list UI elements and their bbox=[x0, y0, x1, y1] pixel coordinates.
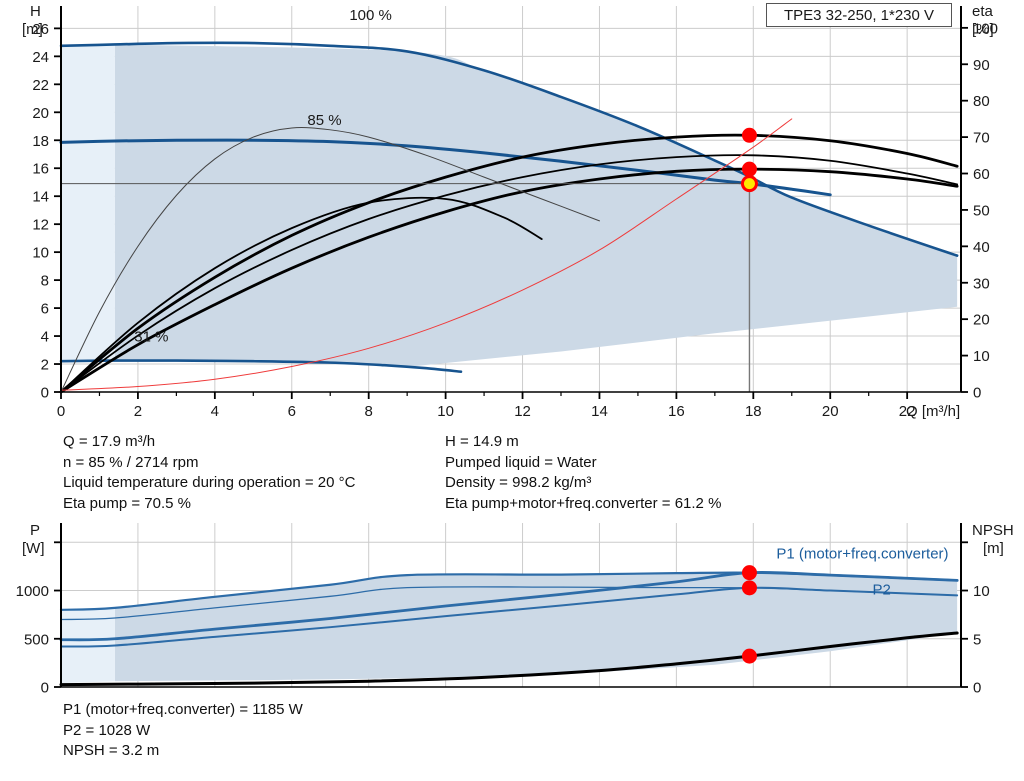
y-tick-label-right: 0 bbox=[973, 385, 981, 402]
y-tick-label-left: 20 bbox=[32, 105, 49, 122]
y-tick-label-left: 0 bbox=[41, 680, 49, 697]
x-tick-label: 0 bbox=[57, 403, 65, 420]
y-tick-label-left: 22 bbox=[32, 77, 49, 94]
duty-info-right-line-3: Eta pump+motor+freq.converter = 61.2 % bbox=[445, 494, 722, 512]
duty-info-left-line-3: Eta pump = 70.5 % bbox=[63, 494, 191, 512]
curve-eta-curve-d-thin-max bbox=[60, 127, 600, 393]
power-info-line-0: P1 (motor+freq.converter) = 1185 W bbox=[63, 701, 303, 718]
curve-eta-pump-duty-85 bbox=[59, 133, 959, 394]
duty-info-right-line-1: Pumped liquid = Water bbox=[445, 453, 597, 471]
duty-marker-dot-0 bbox=[741, 565, 757, 581]
curve-100-speed-head-curve bbox=[59, 41, 959, 257]
y-axis-title-left-line2: [m] bbox=[22, 21, 43, 38]
x-tick-label: 4 bbox=[211, 403, 219, 420]
x-tick-label: 6 bbox=[288, 403, 296, 420]
curve-label-0: 100 % bbox=[349, 7, 392, 24]
power-curve-label-0: P1 (motor+freq.converter) bbox=[776, 546, 948, 563]
y-axis-title-right-line2: [m] bbox=[983, 540, 1004, 557]
curve-label-1: 85 % bbox=[307, 112, 341, 129]
curve-31-speed-head-curve-min bbox=[59, 359, 463, 374]
y-tick-label-right: 100 bbox=[973, 20, 998, 37]
y-tick-label-right: 0 bbox=[973, 680, 981, 697]
x-tick-label: 16 bbox=[668, 403, 685, 420]
y-tick-label-right: 30 bbox=[973, 275, 990, 292]
x-tick-label: 10 bbox=[437, 403, 454, 420]
duty-marker-dot-2 bbox=[741, 161, 757, 177]
power-npsh-chart: 0 500 1000 0 5 10 P[W] NPSH[m] P1 (motor+freq.co… bbox=[16, 522, 1014, 697]
power-info: P1 (motor+freq.converter) = 1185 W P2 = 1… bbox=[63, 700, 303, 762]
power-info-line-1: P2 = 1028 W bbox=[63, 721, 151, 739]
y-axis-title-left-line1: H bbox=[30, 3, 41, 20]
y-tick-label-left: 10 bbox=[32, 245, 49, 262]
y-tick-label-left: 24 bbox=[32, 49, 49, 66]
power-curve-label-1: P2 bbox=[873, 581, 891, 598]
y-tick-label-left: 2 bbox=[41, 357, 49, 374]
y-tick-label-right: 10 bbox=[973, 348, 990, 365]
y-tick-label-right: 90 bbox=[973, 57, 990, 74]
x-axis-title: Q [m³/h] bbox=[906, 403, 960, 420]
x-tick-label: 18 bbox=[745, 403, 762, 420]
y-tick-label-left: 12 bbox=[32, 217, 49, 234]
y-tick-label-left: 0 bbox=[41, 385, 49, 402]
x-tick-label: 8 bbox=[365, 403, 373, 420]
pump-model-label: TPE3 32-250, 1*230 V bbox=[783, 6, 935, 24]
curves bbox=[59, 570, 959, 687]
y-tick-label-left: 1000 bbox=[16, 583, 49, 600]
duty-info-left: Q = 17.9 m³/h n = 85 % / 2714 rpm Liquid t… bbox=[63, 432, 355, 514]
y-tick-label-right: 50 bbox=[973, 202, 990, 219]
x-tick-label: 20 bbox=[822, 403, 839, 420]
y-tick-label-right: 5 bbox=[973, 631, 981, 648]
curve-eta-curve-c bbox=[60, 154, 959, 393]
duty-info-right-line-2: Density = 998.2 kg/m³ bbox=[445, 474, 592, 491]
curve-npsh bbox=[59, 631, 959, 687]
duty-info-left-line-1: n = 85 % / 2714 rpm bbox=[63, 453, 199, 471]
y-tick-label-right: 20 bbox=[973, 312, 990, 329]
curve-label-2: 31 % bbox=[134, 329, 168, 346]
curve-eta-curve-b bbox=[60, 196, 543, 393]
x-tick-label: 14 bbox=[591, 403, 608, 420]
y-tick-label-right: 70 bbox=[973, 130, 990, 147]
operating-range-fill bbox=[114, 44, 958, 367]
power-info-line-2: NPSH = 3.2 m bbox=[63, 742, 160, 759]
y-tick-label-right: 10 bbox=[973, 583, 990, 600]
duty-markers bbox=[740, 127, 758, 193]
duty-marker-dot-1 bbox=[741, 580, 757, 596]
y-tick-label-right: 40 bbox=[973, 239, 990, 256]
y-tick-label-left: 4 bbox=[41, 329, 49, 346]
y-tick-label-left: 8 bbox=[41, 273, 49, 290]
curve-p1-motor-freq-converter-duty-85 bbox=[59, 570, 959, 642]
y-tick-label-right: 60 bbox=[973, 166, 990, 183]
duty-info-left-line-2: Liquid temperature during operation = 20… bbox=[63, 474, 356, 491]
y-tick-label-left: 18 bbox=[32, 133, 49, 150]
y-axis-title-left-line2: [W] bbox=[22, 540, 45, 557]
y-axis-title-left-line1: P bbox=[30, 522, 40, 539]
duty-marker-center bbox=[743, 178, 755, 190]
y-axis-title-right-line1: eta bbox=[972, 3, 994, 20]
duty-info-right-line-0: H = 14.9 m bbox=[445, 433, 519, 450]
duty-markers bbox=[741, 565, 757, 664]
y-tick-label-left: 6 bbox=[41, 301, 49, 318]
pump-model-title-box: TPE3 32-250, 1*230 V bbox=[766, 3, 952, 27]
duty-info-left-line-0: Q = 17.9 m³/h bbox=[63, 433, 156, 450]
curve-eta-pump-motor-freq-converter-duty bbox=[59, 167, 959, 394]
x-tick-label: 2 bbox=[134, 403, 142, 420]
y-tick-label-left: 26 bbox=[32, 21, 49, 38]
y-tick-label-left: 500 bbox=[24, 631, 49, 648]
y-tick-label-left: 14 bbox=[32, 189, 49, 206]
y-tick-label-right: 80 bbox=[973, 93, 990, 110]
y-axis-title-right-line1: NPSH bbox=[972, 522, 1014, 539]
duty-marker-dot-1 bbox=[741, 127, 757, 143]
min-flow-region-fill bbox=[61, 44, 115, 362]
x-tick-label: 12 bbox=[514, 403, 531, 420]
curve-p2-duty-85 bbox=[60, 586, 959, 648]
duty-marker-dot-2 bbox=[741, 648, 757, 664]
head-efficiency-chart: 0246810121416182022242601020304050607080… bbox=[22, 3, 998, 420]
x-tick-label: 22 bbox=[899, 403, 916, 420]
duty-info-right: H = 14.9 m Pumped liquid = Water Density =… bbox=[445, 432, 721, 514]
curve-npsh-reference-red bbox=[60, 118, 793, 391]
y-tick-label-left: 16 bbox=[32, 161, 49, 178]
y-axis-title-right-line2: [%] bbox=[972, 21, 994, 38]
